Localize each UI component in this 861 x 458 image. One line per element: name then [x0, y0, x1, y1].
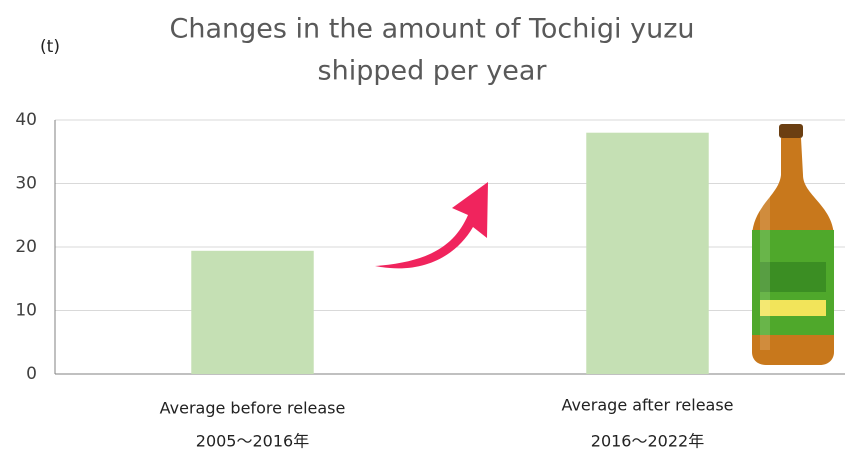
chart-title: shipped per year: [318, 56, 548, 87]
bottle-image: [752, 124, 834, 365]
x-tick-label: Average after release: [561, 396, 733, 415]
arrow: [375, 182, 488, 269]
plot-area: 0 10 20 30 40 Average before release 2005～2016…: [15, 110, 845, 451]
bar: [191, 250, 314, 374]
y-tick-label: 10: [15, 301, 37, 321]
y-tick-label: 40: [15, 110, 37, 130]
x-tick-sublabel: 2016～2022年: [591, 432, 704, 451]
y-tick-label: 0: [26, 364, 37, 384]
bar: [586, 132, 709, 374]
x-tick-label: Average before release: [160, 399, 346, 418]
chart-title: Changes in the amount of Tochigi yuzu: [170, 14, 695, 45]
x-tick-sublabel: 2005～2016年: [196, 432, 309, 451]
y-unit: (t): [40, 37, 60, 57]
y-tick-label: 20: [15, 237, 37, 257]
y-tick-label: 30: [15, 174, 37, 194]
